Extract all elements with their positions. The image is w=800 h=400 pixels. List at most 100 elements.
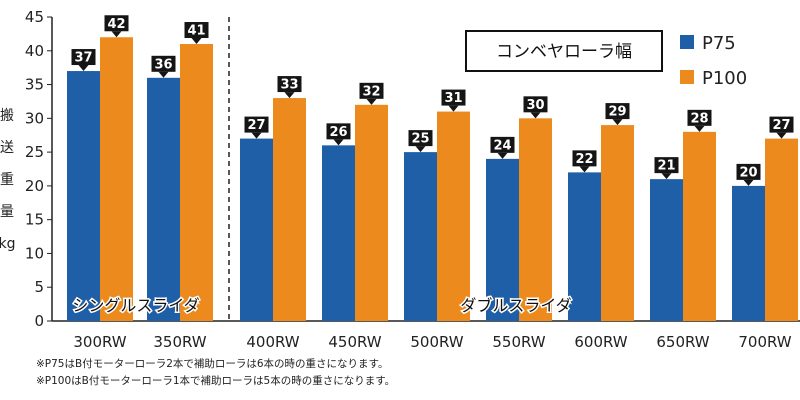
value-label: 20 [739, 165, 757, 180]
value-callout-pointer [415, 146, 426, 153]
y-tick-label: 45 [25, 8, 44, 26]
value-callout-box [244, 116, 269, 133]
value-callout-pointer [612, 119, 623, 126]
value-callout-pointer [158, 71, 169, 78]
value-callout-pointer [191, 38, 202, 45]
bar-p75-350rw [147, 77, 180, 321]
legend-swatch-p75 [680, 35, 694, 49]
value-label: 27 [772, 118, 790, 133]
bar-p100-500rw [437, 111, 470, 321]
y-tick-label: 15 [25, 211, 44, 229]
value-callout-pointer [743, 179, 754, 186]
y-axis-label: 搬送重量 kg [0, 108, 16, 252]
y-tick-label: 20 [25, 177, 44, 195]
bar-p100-600rw [601, 125, 634, 321]
value-callout-box [654, 157, 679, 174]
value-callout-pointer [284, 92, 295, 99]
x-tick-label: 350RW [153, 333, 206, 351]
value-callout-pointer [366, 98, 377, 105]
y-tick-label: 10 [25, 244, 44, 262]
value-callout-box [523, 96, 548, 113]
value-callout-box [184, 22, 209, 39]
value-label: 27 [247, 118, 265, 133]
value-label: 42 [107, 17, 125, 32]
value-callout-pointer [694, 125, 705, 132]
value-callout-box [769, 116, 794, 133]
footnotes: ※P75はB付モーターローラ2本で補助ローラは6本の時の重さになります。 ※P1… [36, 356, 395, 390]
value-callout-box [326, 123, 351, 140]
y-tick-label: 5 [34, 278, 44, 296]
value-callout-box [277, 76, 302, 93]
legend-swatch-p100 [680, 70, 694, 84]
legend-label-p100: P100 [702, 68, 747, 89]
bar-p75-550rw [486, 158, 519, 321]
chart-title-box [465, 30, 663, 72]
chart-bars: 37 42 36 41 27 33 26 32 25 31 24 30 22 29 21 28 20 27 [67, 15, 798, 322]
value-callout-pointer [497, 152, 508, 159]
value-label: 24 [493, 138, 511, 153]
x-tick-label: 600RW [574, 333, 627, 351]
x-axis-labels: 300RW 350RW 400RW 450RW 500RW 550RW 600RW 650RW… [73, 333, 791, 351]
bar-chart: 0 5 10 15 20 25 30 35 40 45 搬送重量 kg 37 42 36 41 27 33 26… [0, 8, 800, 351]
value-callout-box [71, 49, 96, 66]
bar-p75-450rw [322, 145, 355, 321]
x-tick-label: 500RW [410, 333, 463, 351]
value-callout-box [490, 136, 515, 153]
bar-p75-650rw [650, 179, 683, 321]
y-tick-label: 35 [25, 76, 44, 94]
value-callout-box [572, 150, 597, 167]
bar-p75-300rw [67, 71, 100, 322]
bar-p100-700rw [765, 138, 798, 321]
bar-p100-300rw [100, 37, 133, 322]
legend-label-p75: P75 [702, 33, 736, 54]
x-tick-label: 450RW [328, 333, 381, 351]
y-tick-label: 30 [25, 109, 44, 127]
bar-p100-350rw [180, 44, 213, 322]
value-label: 21 [657, 159, 675, 174]
value-label: 25 [411, 132, 429, 147]
footnote-1: ※P75はB付モーターローラ2本で補助ローラは6本の時の重さになります。 [36, 358, 389, 370]
value-callout-pointer [661, 173, 672, 180]
value-callout-box [408, 130, 433, 147]
bar-p100-650rw [683, 131, 716, 321]
x-tick-label: 400RW [246, 333, 299, 351]
value-callout-pointer [579, 166, 590, 173]
value-callout-box [736, 163, 761, 180]
group-label: シングルスライダ [72, 296, 199, 315]
group-label: ダブルスライダ [460, 296, 571, 315]
legend: コンベヤローラ幅 P75 P100 [465, 30, 747, 89]
bar-p75-600rw [568, 172, 601, 321]
value-label: 31 [444, 91, 462, 106]
bar-p75-400rw [240, 138, 273, 321]
value-callout-pointer [333, 139, 344, 146]
y-axis-label-text: 搬送重量 kg [0, 108, 16, 252]
value-label: 32 [362, 84, 380, 99]
value-callout-pointer [530, 112, 541, 119]
value-callout-pointer [251, 132, 262, 139]
value-label: 37 [74, 51, 92, 66]
value-callout-box [605, 103, 630, 120]
value-callout-box [104, 15, 129, 32]
x-tick-label: 550RW [492, 333, 545, 351]
footnote-2: ※P100はB付モーターローラ1本で補助ローラは5本の時の重さになります。 [36, 375, 396, 387]
value-callout-pointer [448, 105, 459, 112]
bar-p75-700rw [732, 185, 765, 321]
group-labels: シングルスライダ ダブルスライダ [71, 295, 573, 317]
value-callout-box [151, 55, 176, 72]
bar-p100-550rw [519, 118, 552, 321]
value-callout-box [687, 109, 712, 126]
y-tick-label: 40 [25, 42, 44, 60]
value-label: 26 [329, 125, 347, 140]
x-tick-label: 300RW [73, 333, 126, 351]
value-callout-pointer [111, 31, 122, 38]
bar-p100-400rw [273, 98, 306, 321]
x-tick-label: 700RW [738, 333, 791, 351]
value-label: 30 [526, 98, 544, 113]
value-label: 41 [187, 24, 205, 39]
value-label: 28 [690, 111, 708, 126]
y-tick-label: 25 [25, 143, 44, 161]
value-label: 36 [154, 57, 172, 72]
value-label: 29 [608, 105, 626, 120]
value-label: 22 [575, 152, 593, 167]
value-callout-box [359, 82, 384, 99]
